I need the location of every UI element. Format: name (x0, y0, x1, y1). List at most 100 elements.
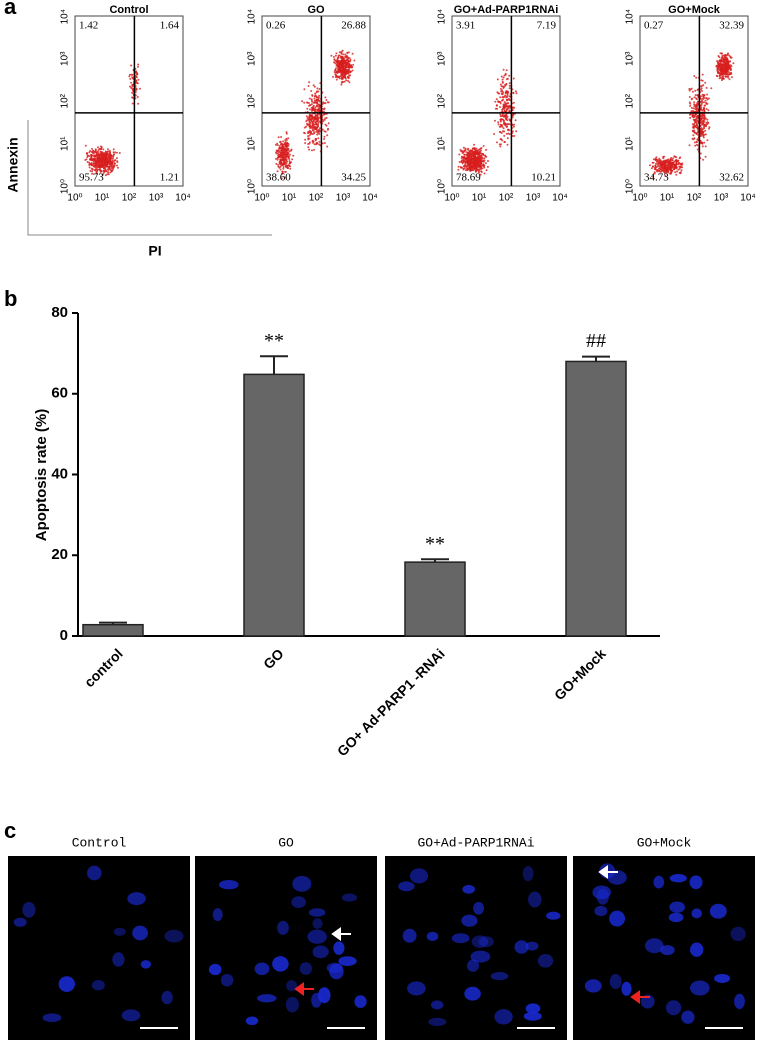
event-dot (512, 106, 515, 109)
event-dot (512, 92, 515, 95)
event-dot (690, 87, 693, 90)
image-title: GO+Mock (637, 835, 692, 850)
event-dot (505, 132, 508, 135)
event-dot (482, 145, 485, 147)
flow-x-title: PI (148, 243, 161, 259)
error-bar (582, 355, 610, 362)
event-dot (281, 170, 284, 173)
event-dot (690, 107, 693, 109)
event-dot (315, 99, 318, 102)
nucleus (220, 973, 234, 987)
event-dot (475, 167, 478, 170)
event-dot (652, 175, 655, 178)
event-dot (658, 159, 661, 162)
event-dot (716, 75, 719, 78)
event-dot (704, 145, 707, 148)
event-dot (308, 148, 311, 151)
event-dot (506, 143, 509, 146)
event-dot (317, 121, 320, 124)
event-dot (348, 81, 351, 84)
event-dot (469, 164, 472, 167)
event-dot (494, 119, 496, 122)
event-dot (278, 145, 281, 147)
event-dot (94, 168, 97, 171)
event-dot (342, 68, 345, 71)
event-dot (718, 59, 721, 62)
event-dot (654, 166, 656, 169)
event-dot (285, 131, 288, 134)
event-dot (465, 151, 468, 154)
nucleus (245, 1016, 259, 1026)
nucleus (473, 901, 485, 915)
event-dot (721, 68, 724, 71)
event-dot (706, 139, 709, 142)
event-dot (134, 89, 137, 92)
nucleus (164, 929, 184, 943)
nucleus (464, 986, 481, 1001)
event-dot (317, 107, 320, 110)
event-dot (279, 153, 281, 156)
event-dot (508, 105, 510, 108)
event-dot (280, 177, 283, 180)
event-dot (94, 157, 97, 160)
event-dot (318, 133, 321, 135)
event-dot (279, 141, 281, 143)
event-dot (468, 154, 471, 157)
flow-x-tick: 10³ (336, 193, 351, 204)
event-dot (108, 163, 111, 166)
event-dot (105, 161, 108, 164)
event-dot (137, 78, 140, 81)
event-dot (695, 117, 698, 120)
event-dot (466, 153, 469, 156)
event-dot (498, 125, 501, 128)
event-dot (340, 83, 343, 86)
event-dot (665, 170, 668, 173)
event-dot (474, 162, 477, 165)
event-dot (691, 90, 694, 93)
event-dot (497, 101, 500, 104)
event-dot (97, 166, 100, 169)
event-dot (315, 95, 318, 98)
event-dot (651, 165, 654, 168)
event-dot (688, 96, 691, 98)
event-dot (319, 120, 322, 123)
event-dot (469, 169, 471, 172)
event-dot (341, 67, 343, 70)
event-dot (466, 168, 469, 171)
event-dot (474, 169, 477, 172)
event-dot (95, 161, 98, 164)
quadrant-value: 34.25 (341, 172, 366, 184)
event-dot (675, 165, 678, 168)
nucleus (292, 875, 312, 892)
event-dot (314, 118, 317, 121)
event-dot (472, 160, 475, 163)
flow-y-tick: 10⁰ (60, 179, 71, 194)
event-dot (503, 130, 506, 133)
event-dot (102, 169, 105, 172)
event-dot (505, 113, 508, 116)
significance: ## (586, 330, 606, 352)
nucleus (490, 972, 509, 981)
event-dot (466, 167, 469, 170)
event-dot (131, 85, 134, 88)
event-dot (89, 158, 92, 161)
event-dot (697, 107, 699, 110)
event-dot (340, 50, 343, 53)
event-dot (679, 156, 682, 159)
nucleus (730, 926, 746, 942)
event-dot (477, 151, 480, 154)
nucleus (691, 908, 702, 919)
event-dot (117, 166, 119, 169)
event-dot (344, 77, 347, 80)
event-dot (285, 143, 288, 146)
event-dot (306, 107, 309, 110)
event-dot (472, 169, 475, 172)
event-dot (679, 171, 682, 174)
event-dot (94, 160, 97, 162)
event-dot (703, 117, 706, 120)
event-dot (311, 149, 313, 152)
nucleus (58, 976, 76, 992)
nucleus (407, 981, 426, 996)
event-dot (314, 143, 317, 146)
event-dot (342, 63, 345, 66)
